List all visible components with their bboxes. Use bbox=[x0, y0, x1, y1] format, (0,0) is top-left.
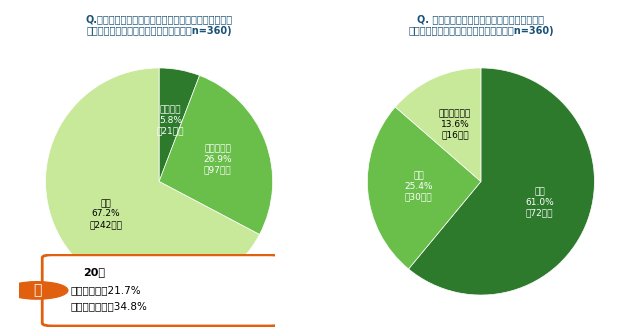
Title: Q. 自分や配偶者の卒業アルバムや昔の写真を
　子どもに見せたことはありますか？（n=360): Q. 自分や配偶者の卒業アルバムや昔の写真を 子どもに見せたことはありますか？（… bbox=[408, 15, 554, 36]
Text: よくある
5.8%
（21人）: よくある 5.8% （21人） bbox=[157, 105, 184, 135]
Title: Q.帰省などの機会に、自分や配偶者の卒業アルバムや
　昔の写真をみることはありますか？（n=360): Q.帰省などの機会に、自分や配偶者の卒業アルバムや 昔の写真をみることはあります… bbox=[86, 15, 233, 36]
Text: 「たまにある」34.8%: 「たまにある」34.8% bbox=[70, 301, 147, 312]
Text: 「よくある」21.7%: 「よくある」21.7% bbox=[70, 285, 141, 295]
Wedge shape bbox=[159, 68, 200, 182]
Wedge shape bbox=[408, 68, 595, 295]
Wedge shape bbox=[367, 107, 481, 269]
Text: 20代: 20代 bbox=[83, 267, 105, 277]
Wedge shape bbox=[396, 68, 481, 182]
Text: たまにある
26.9%
（97人）: たまにある 26.9% （97人） bbox=[203, 145, 232, 174]
FancyBboxPatch shape bbox=[42, 255, 280, 326]
Circle shape bbox=[6, 282, 68, 299]
Text: ない
25.4%
（30人）: ない 25.4% （30人） bbox=[404, 172, 433, 202]
Text: ある
61.0%
（72人）: ある 61.0% （72人） bbox=[525, 188, 554, 217]
Text: 将来見せたい
13.6%
（16人）: 将来見せたい 13.6% （16人） bbox=[439, 110, 471, 140]
Wedge shape bbox=[45, 68, 259, 295]
Text: ない
67.2%
（242人）: ない 67.2% （242人） bbox=[89, 199, 122, 229]
Text: ！: ！ bbox=[33, 283, 42, 297]
Wedge shape bbox=[159, 76, 273, 235]
